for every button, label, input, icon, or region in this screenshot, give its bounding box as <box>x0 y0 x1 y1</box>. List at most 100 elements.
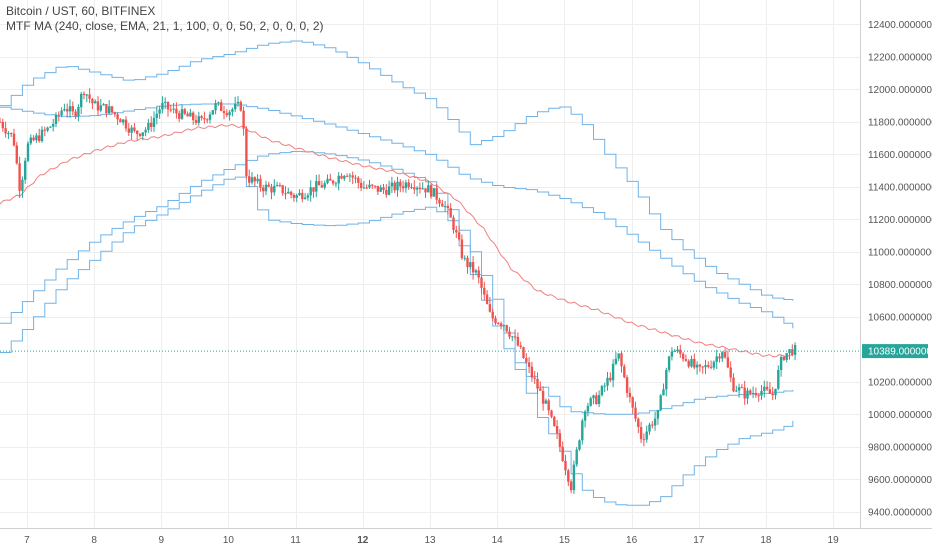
candle-body[interactable] <box>502 325 506 327</box>
candle-body[interactable] <box>197 116 200 123</box>
candle-body[interactable] <box>10 133 13 134</box>
candle-body[interactable] <box>242 110 245 129</box>
candle-body[interactable] <box>340 175 343 179</box>
candle-body[interactable] <box>334 183 338 185</box>
candle-body[interactable] <box>298 192 301 196</box>
candle-body[interactable] <box>12 133 16 146</box>
candle-body[interactable] <box>345 175 349 177</box>
candle-body[interactable] <box>175 108 178 114</box>
candle-body[interactable] <box>491 311 494 319</box>
candle-body[interactable] <box>572 464 576 491</box>
candle-body[interactable] <box>15 145 18 164</box>
candle-body[interactable] <box>312 187 315 192</box>
candle-body[interactable] <box>178 113 181 119</box>
candle-body[interactable] <box>600 386 604 396</box>
candle-body[interactable] <box>684 359 688 361</box>
candle-body[interactable] <box>446 206 450 208</box>
candle-body[interactable] <box>390 182 394 187</box>
candle-body[interactable] <box>547 400 550 411</box>
candle-body[interactable] <box>603 385 606 387</box>
candle-body[interactable] <box>589 398 592 406</box>
candle-body[interactable] <box>124 119 128 129</box>
candle-body[interactable] <box>427 185 430 193</box>
candle-body[interactable] <box>326 178 329 184</box>
candle-body[interactable] <box>262 187 265 192</box>
candle-body[interactable] <box>130 127 133 133</box>
candle-body[interactable] <box>94 101 97 104</box>
candle-body[interactable] <box>270 186 273 193</box>
candle-body[interactable] <box>105 104 108 114</box>
candle-body[interactable] <box>180 109 184 119</box>
candle-body[interactable] <box>248 176 251 183</box>
candle-body[interactable] <box>483 287 486 295</box>
candle-body[interactable] <box>371 184 374 186</box>
candle-body[interactable] <box>136 130 139 134</box>
candle-body[interactable] <box>52 124 55 127</box>
candle-body[interactable] <box>659 395 662 410</box>
candle-body[interactable] <box>292 194 296 198</box>
candle-body[interactable] <box>303 197 307 199</box>
candle-body[interactable] <box>645 431 648 440</box>
candle-body[interactable] <box>331 180 335 184</box>
candle-body[interactable] <box>642 439 646 441</box>
candle-body[interactable] <box>740 387 744 389</box>
candle-body[interactable] <box>687 360 690 367</box>
candle-body[interactable] <box>723 352 727 358</box>
candle-body[interactable] <box>564 460 567 471</box>
candle-body[interactable] <box>351 175 354 178</box>
candle-body[interactable] <box>110 106 114 113</box>
candle-body[interactable] <box>1 122 5 129</box>
candle-body[interactable] <box>373 185 377 187</box>
candle-body[interactable] <box>192 112 195 121</box>
candle-body[interactable] <box>228 111 231 116</box>
candle-body[interactable] <box>765 386 769 390</box>
candle-body[interactable] <box>281 185 284 194</box>
candle-body[interactable] <box>393 182 396 191</box>
candle-body[interactable] <box>166 101 170 110</box>
candle-body[interactable] <box>35 135 38 141</box>
candle-body[interactable] <box>357 177 360 183</box>
candle-body[interactable] <box>525 358 528 363</box>
candle-body[interactable] <box>348 175 352 177</box>
candle-body[interactable] <box>623 366 626 378</box>
candle-body[interactable] <box>438 199 441 204</box>
candle-body[interactable] <box>499 323 503 326</box>
candle-body[interactable] <box>43 129 46 131</box>
candle-body[interactable] <box>754 393 758 396</box>
candle-body[interactable] <box>404 182 408 189</box>
candle-body[interactable] <box>127 128 130 133</box>
candle-body[interactable] <box>354 177 357 179</box>
candle-body[interactable] <box>620 353 623 367</box>
candle-body[interactable] <box>544 400 548 404</box>
candle-body[interactable] <box>732 377 735 392</box>
candle-body[interactable] <box>306 195 310 198</box>
candle-body[interactable] <box>785 353 788 360</box>
candle-body[interactable] <box>555 425 559 434</box>
candle-body[interactable] <box>365 187 368 189</box>
candle-body[interactable] <box>379 187 382 192</box>
candle-body[interactable] <box>665 369 668 390</box>
candle-body[interactable] <box>38 135 41 141</box>
candle-body[interactable] <box>424 188 427 193</box>
candle-body[interactable] <box>760 391 763 396</box>
candle-body[interactable] <box>609 377 612 381</box>
candle-body[interactable] <box>421 188 424 190</box>
candle-body[interactable] <box>782 357 786 360</box>
candle-body[interactable] <box>743 387 746 399</box>
candle-body[interactable] <box>315 181 318 192</box>
candle-body[interactable] <box>726 357 730 368</box>
candle-body[interactable] <box>21 179 24 191</box>
candle-body[interactable] <box>18 163 21 191</box>
candle-body[interactable] <box>410 187 413 188</box>
candle-body[interactable] <box>66 109 69 112</box>
candle-body[interactable] <box>46 127 49 131</box>
candle-body[interactable] <box>793 345 797 355</box>
candle-body[interactable] <box>102 104 105 106</box>
candle-body[interactable] <box>679 349 682 354</box>
candle-body[interactable] <box>516 337 520 346</box>
time-axis[interactable]: 7 8 9 10 11 12 13 14 15 16 17 18 19 <box>24 535 839 546</box>
candle-body[interactable] <box>113 112 116 115</box>
candle-body[interactable] <box>550 410 553 417</box>
candle-body[interactable] <box>648 424 651 432</box>
